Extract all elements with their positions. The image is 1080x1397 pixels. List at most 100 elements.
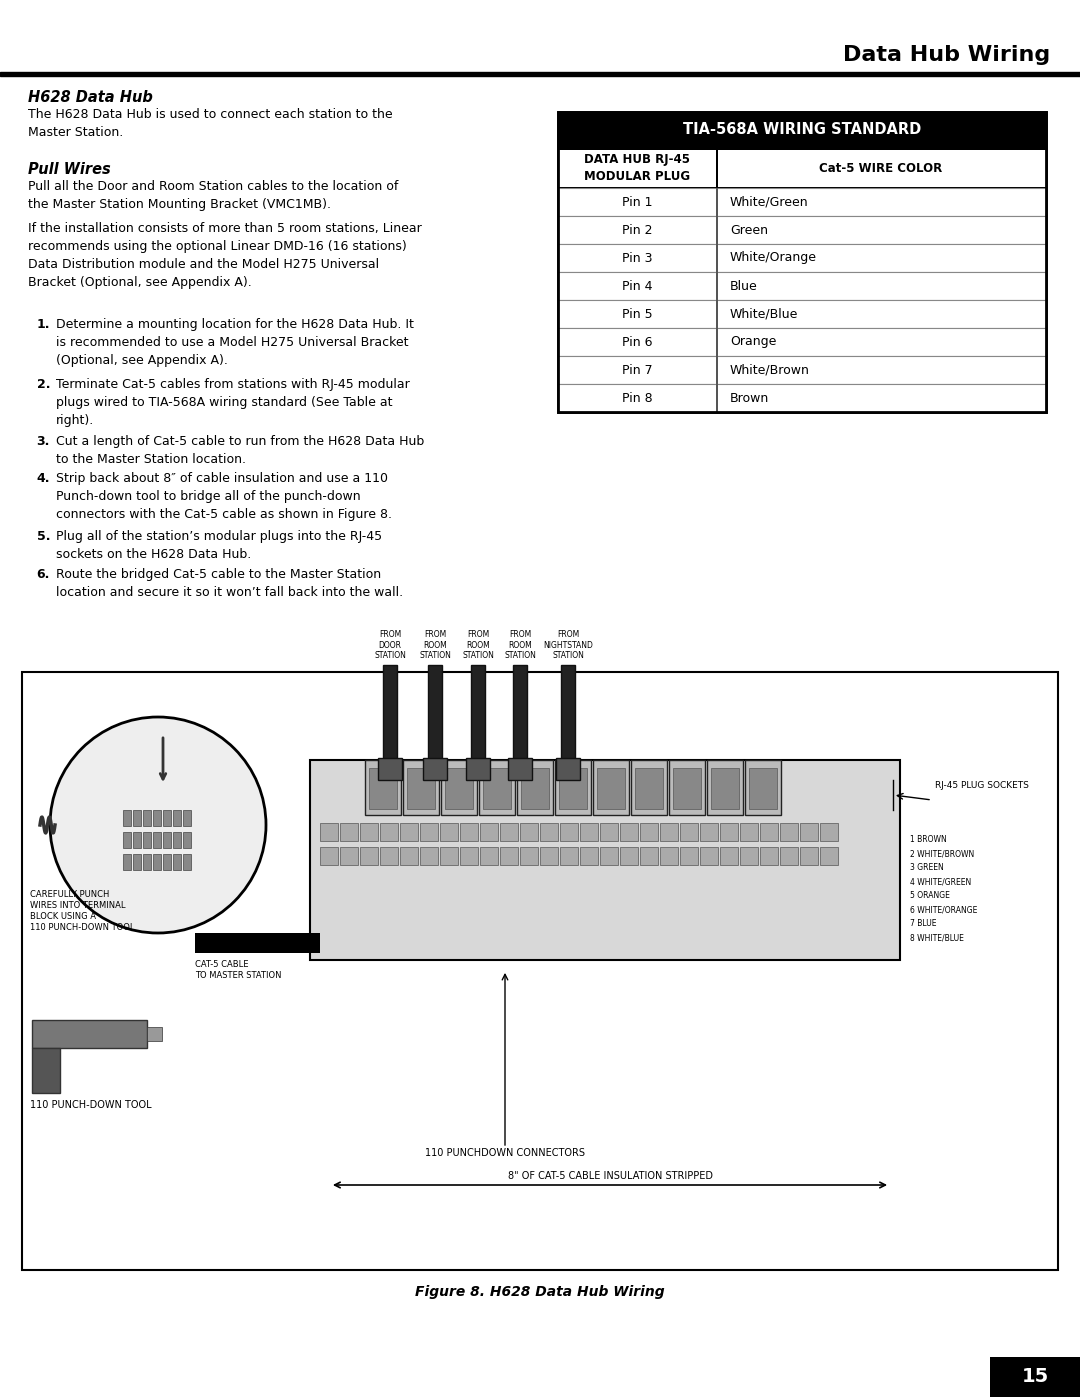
Text: 3 GREEN: 3 GREEN <box>910 863 944 873</box>
Text: 4 WHITE/GREEN: 4 WHITE/GREEN <box>910 877 971 887</box>
Bar <box>147 1027 162 1041</box>
Bar <box>183 854 191 870</box>
Text: 5.: 5. <box>37 529 50 543</box>
Bar <box>716 189 717 217</box>
Bar <box>133 854 141 870</box>
Text: CAREFULLY PUNCH
WIRES INTO TERMINAL
BLOCK USING A
110 PUNCH-DOWN TOOL: CAREFULLY PUNCH WIRES INTO TERMINAL BLOC… <box>30 890 135 932</box>
Text: FROM
NIGHTSTAND
STATION: FROM NIGHTSTAND STATION <box>543 630 593 659</box>
Text: Pull Wires: Pull Wires <box>28 162 111 177</box>
Text: H628 Data Hub: H628 Data Hub <box>28 89 153 105</box>
Bar <box>760 847 778 865</box>
Text: Figure 8. H628 Data Hub Wiring: Figure 8. H628 Data Hub Wiring <box>415 1285 665 1299</box>
Bar <box>400 823 418 841</box>
Text: Pin 3: Pin 3 <box>622 251 652 264</box>
Text: Terminate Cat-5 cables from stations with RJ-45 modular
plugs wired to TIA-568A : Terminate Cat-5 cables from stations wit… <box>56 379 409 427</box>
Bar <box>173 833 181 848</box>
Bar <box>711 768 739 809</box>
Bar <box>133 833 141 848</box>
Bar <box>540 847 558 865</box>
Bar <box>369 768 397 809</box>
Bar <box>403 760 438 814</box>
Bar <box>423 759 447 780</box>
Bar <box>558 328 1047 356</box>
Text: Pull all the Door and Room Station cables to the location of
the Master Station : Pull all the Door and Room Station cable… <box>28 180 399 211</box>
Bar <box>143 854 151 870</box>
Text: Pin 4: Pin 4 <box>622 279 652 292</box>
Bar <box>990 1356 1080 1397</box>
Text: Pin 6: Pin 6 <box>622 335 652 348</box>
Bar <box>580 823 598 841</box>
Bar <box>340 823 357 841</box>
Bar <box>716 148 718 189</box>
Bar <box>383 665 397 760</box>
Bar <box>183 810 191 826</box>
Text: 2.: 2. <box>37 379 50 391</box>
Bar <box>620 847 638 865</box>
Bar <box>133 810 141 826</box>
Bar <box>500 823 518 841</box>
Bar <box>521 768 549 809</box>
Text: 110 PUNCHDOWN CONNECTORS: 110 PUNCHDOWN CONNECTORS <box>426 1148 585 1158</box>
Bar <box>716 328 717 356</box>
Circle shape <box>50 717 266 933</box>
Bar <box>195 933 320 953</box>
Text: Blue: Blue <box>730 279 758 292</box>
Text: 2 WHITE/BROWN: 2 WHITE/BROWN <box>910 849 974 859</box>
Bar <box>440 823 458 841</box>
Bar <box>660 823 678 841</box>
Bar <box>0 73 1080 75</box>
Bar <box>555 760 591 814</box>
Bar <box>378 759 402 780</box>
Bar <box>465 759 490 780</box>
Text: FROM
ROOM
STATION: FROM ROOM STATION <box>419 630 451 659</box>
Bar <box>700 847 718 865</box>
Bar <box>720 847 738 865</box>
Bar <box>669 760 705 814</box>
Bar <box>640 847 658 865</box>
Bar <box>593 760 629 814</box>
Bar <box>365 760 401 814</box>
Bar <box>820 823 838 841</box>
Bar <box>640 823 658 841</box>
Bar <box>716 217 717 244</box>
Bar <box>32 1020 147 1048</box>
Bar <box>460 847 478 865</box>
Bar <box>561 665 575 760</box>
Bar <box>320 847 338 865</box>
Bar <box>441 760 477 814</box>
Bar <box>153 854 161 870</box>
Bar <box>480 760 515 814</box>
Bar <box>513 665 527 760</box>
Bar <box>445 768 473 809</box>
Bar <box>740 823 758 841</box>
Text: Pin 5: Pin 5 <box>622 307 652 320</box>
Text: 110 PUNCH-DOWN TOOL: 110 PUNCH-DOWN TOOL <box>30 1099 151 1111</box>
Bar <box>597 768 625 809</box>
Text: 8 WHITE/BLUE: 8 WHITE/BLUE <box>910 933 963 943</box>
Bar <box>360 823 378 841</box>
Bar <box>183 833 191 848</box>
Bar <box>440 847 458 865</box>
Bar <box>556 759 580 780</box>
Bar <box>558 244 1047 272</box>
Text: Green: Green <box>730 224 768 236</box>
Bar <box>800 847 818 865</box>
Bar <box>558 148 1047 189</box>
Bar <box>173 810 181 826</box>
Text: White/Green: White/Green <box>730 196 809 208</box>
Bar <box>380 823 399 841</box>
Bar <box>500 847 518 865</box>
Bar <box>716 272 717 300</box>
Text: Route the bridged Cat-5 cable to the Master Station
location and secure it so it: Route the bridged Cat-5 cable to the Mas… <box>56 569 403 599</box>
Bar <box>320 823 338 841</box>
Bar <box>558 112 1047 412</box>
Bar <box>558 217 1047 244</box>
Bar <box>673 768 701 809</box>
Bar <box>716 300 717 328</box>
Text: Pin 1: Pin 1 <box>622 196 652 208</box>
Bar <box>163 854 171 870</box>
Text: Orange: Orange <box>730 335 777 348</box>
Text: CAT-5 CABLE
TO MASTER STATION: CAT-5 CABLE TO MASTER STATION <box>195 960 282 981</box>
Bar <box>407 768 435 809</box>
Bar <box>517 760 553 814</box>
